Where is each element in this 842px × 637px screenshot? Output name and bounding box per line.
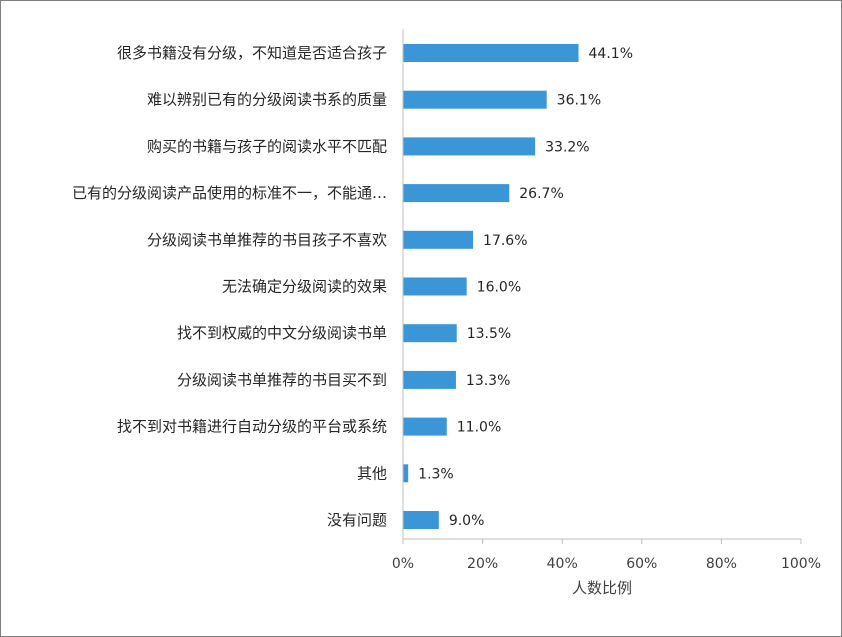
value-label-10: 9.0% [449, 513, 485, 529]
category-label-2: 购买的书籍与孩子的阅读水平不匹配 [147, 137, 387, 155]
value-label-8: 11.0% [457, 420, 501, 436]
category-label-9: 其他 [357, 464, 387, 482]
x-tick-label-0: 0% [392, 556, 414, 572]
axis-layer: 0% 20% 40% 60% 80% 100% [392, 29, 821, 572]
x-tick-label-1: 20% [467, 556, 498, 572]
category-label-10: 没有问题 [327, 511, 387, 529]
value-label-1: 36.1% [557, 93, 601, 109]
value-labels-layer: 44.1% 36.1% 33.2% 26.7% 17.6% 16.0% 13.5% 13.3%… [418, 46, 633, 529]
bar-0 [403, 44, 579, 62]
value-label-6: 13.5% [467, 326, 511, 342]
value-label-0: 44.1% [589, 46, 633, 62]
bar-4 [403, 230, 474, 249]
value-label-9: 1.3% [418, 466, 454, 482]
bar-7 [403, 370, 456, 389]
bar-9 [403, 464, 409, 483]
category-label-6: 找不到权威的中文分级阅读书单 [177, 324, 387, 342]
value-label-7: 13.3% [466, 373, 510, 389]
category-label-7: 分级阅读书单推荐的书目买不到 [177, 371, 387, 389]
bar-10 [403, 511, 439, 529]
category-label-3: 已有的分级阅读产品使用的标准不一，不能通… [72, 184, 387, 202]
x-tick-label-4: 80% [706, 556, 737, 572]
category-label-1: 难以辨别已有的分级阅读书系的质量 [147, 91, 387, 109]
x-tick-label-5: 100% [781, 556, 821, 572]
bar-3 [403, 184, 510, 203]
x-axis-title: 人数比例 [572, 579, 632, 597]
bar-5 [403, 277, 467, 296]
bar-1 [403, 90, 547, 109]
x-tick-label-3: 60% [626, 556, 657, 572]
bar-2 [403, 137, 536, 156]
category-label-4: 分级阅读书单推荐的书目孩子不喜欢 [147, 231, 387, 249]
value-label-4: 17.6% [483, 233, 527, 249]
x-tick-label-2: 40% [547, 556, 578, 572]
bar-6 [403, 324, 457, 343]
value-label-3: 26.7% [519, 186, 563, 202]
category-labels-layer: 很多书籍没有分级，不知道是否适合孩子难以辨别已有的分级阅读书系的质量购买的书籍与… [72, 44, 387, 529]
bars-layer [403, 44, 579, 529]
bar-8 [403, 417, 447, 436]
category-label-0: 很多书籍没有分级，不知道是否适合孩子 [117, 44, 387, 62]
category-label-8: 找不到对书籍进行自动分级的平台或系统 [117, 418, 387, 436]
value-label-2: 33.2% [545, 139, 589, 155]
category-label-5: 无法确定分级阅读的效果 [222, 278, 387, 296]
value-label-5: 16.0% [477, 280, 521, 296]
